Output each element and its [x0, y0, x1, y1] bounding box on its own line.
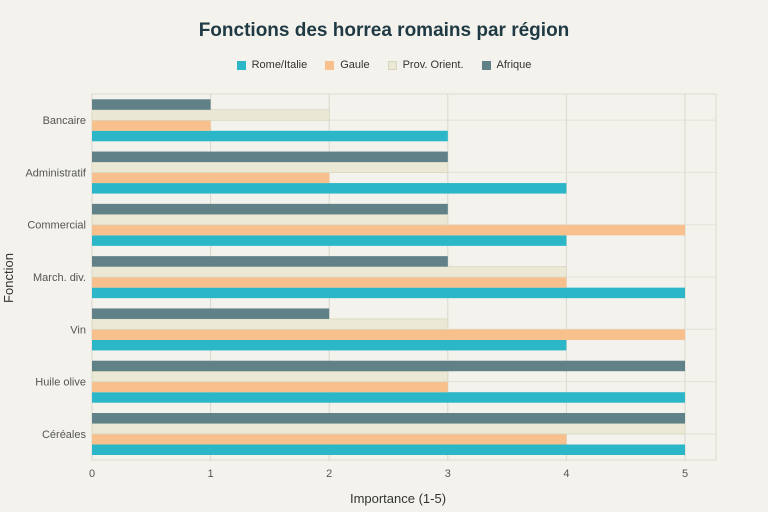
bar-gaule[interactable] — [92, 120, 211, 131]
bar-gaule[interactable] — [92, 381, 448, 393]
bar-afrique[interactable] — [92, 203, 448, 215]
legend-swatch — [236, 60, 246, 70]
bar-rome-italie[interactable] — [92, 287, 685, 299]
x-tick-label: 4 — [563, 468, 569, 480]
bar-gaule[interactable] — [92, 434, 567, 445]
bar-prov-orient[interactable] — [91, 423, 686, 435]
bar-afrique[interactable] — [92, 151, 448, 163]
bar-afrique[interactable] — [92, 413, 685, 424]
bar-afrique[interactable] — [92, 360, 685, 372]
label-layer: 0 1 2 3 4 5 Céréales Huile olive Vin March. div. C… — [25, 115, 688, 480]
chart-title: Fonctions des horrea romains par région — [198, 20, 570, 41]
bar-rome-italie[interactable] — [92, 392, 685, 403]
bar-gaule[interactable] — [92, 224, 685, 236]
bar-prov-orient[interactable] — [91, 213, 449, 226]
x-axis-title: Importance (1-5) — [350, 491, 446, 506]
x-tick-label: 5 — [682, 468, 688, 480]
legend-item-afrique[interactable]: Afrique — [481, 59, 532, 71]
x-tick-label: 3 — [445, 468, 451, 480]
bar-rome-italie[interactable] — [92, 183, 567, 194]
y-tick-label: Bancaire — [43, 115, 86, 127]
legend-label: Rome/Italie — [251, 59, 308, 71]
legend-label: Afrique — [496, 59, 532, 71]
legend-item-rome-italie[interactable]: Rome/Italie — [236, 59, 308, 71]
bar-prov-orient[interactable] — [91, 161, 449, 173]
y-tick-label: March. div. — [33, 272, 86, 284]
legend-swatch — [481, 60, 491, 70]
bar-rome-italie[interactable] — [92, 339, 567, 351]
bar-layer — [91, 99, 686, 456]
bar-prov-orient[interactable] — [91, 318, 449, 330]
bar-gaule[interactable] — [92, 329, 685, 340]
y-axis-title: Fonction — [1, 253, 16, 303]
x-tick-label: 0 — [89, 468, 95, 480]
y-tick-label: Vin — [70, 324, 86, 336]
y-tick-label: Administratif — [25, 167, 86, 179]
bar-afrique[interactable] — [92, 256, 448, 267]
bar-rome-italie[interactable] — [92, 444, 685, 456]
bar-afrique[interactable] — [92, 308, 330, 319]
legend-label: Prov. Orient. — [402, 59, 464, 71]
x-tick-label: 2 — [326, 468, 332, 480]
bar-prov-orient[interactable] — [91, 266, 567, 278]
y-tick-label: Commercial — [27, 220, 86, 232]
y-tick-label: Huile olive — [35, 377, 86, 389]
y-tick-label: Céréales — [42, 429, 87, 441]
legend: Rome/Italie Gaule Prov. Orient. Afrique — [0, 59, 768, 71]
x-tick-label: 1 — [208, 468, 214, 480]
bar-rome-italie[interactable] — [92, 235, 567, 246]
legend-item-gaule[interactable]: Gaule — [325, 59, 370, 71]
bar-afrique[interactable] — [92, 99, 211, 110]
bar-gaule[interactable] — [92, 172, 330, 184]
legend-label: Gaule — [340, 59, 370, 71]
bar-rome-italie[interactable] — [92, 130, 448, 142]
legend-swatch — [387, 60, 397, 70]
bar-gaule[interactable] — [92, 277, 567, 288]
legend-item-prov-orient[interactable]: Prov. Orient. — [387, 59, 464, 71]
bar-prov-orient[interactable] — [91, 370, 449, 383]
bar-prov-orient[interactable] — [91, 109, 330, 121]
legend-swatch — [325, 60, 335, 70]
